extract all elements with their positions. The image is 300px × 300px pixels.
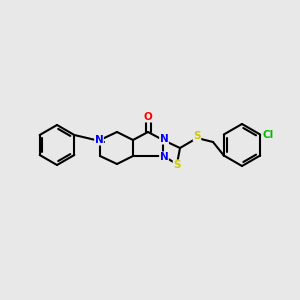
Text: O: O [144,112,152,122]
Text: N: N [160,134,168,144]
Text: N: N [160,152,168,162]
Text: S: S [173,160,181,170]
Text: N: N [94,135,103,145]
Text: S: S [193,131,201,141]
Text: Cl: Cl [262,130,274,140]
